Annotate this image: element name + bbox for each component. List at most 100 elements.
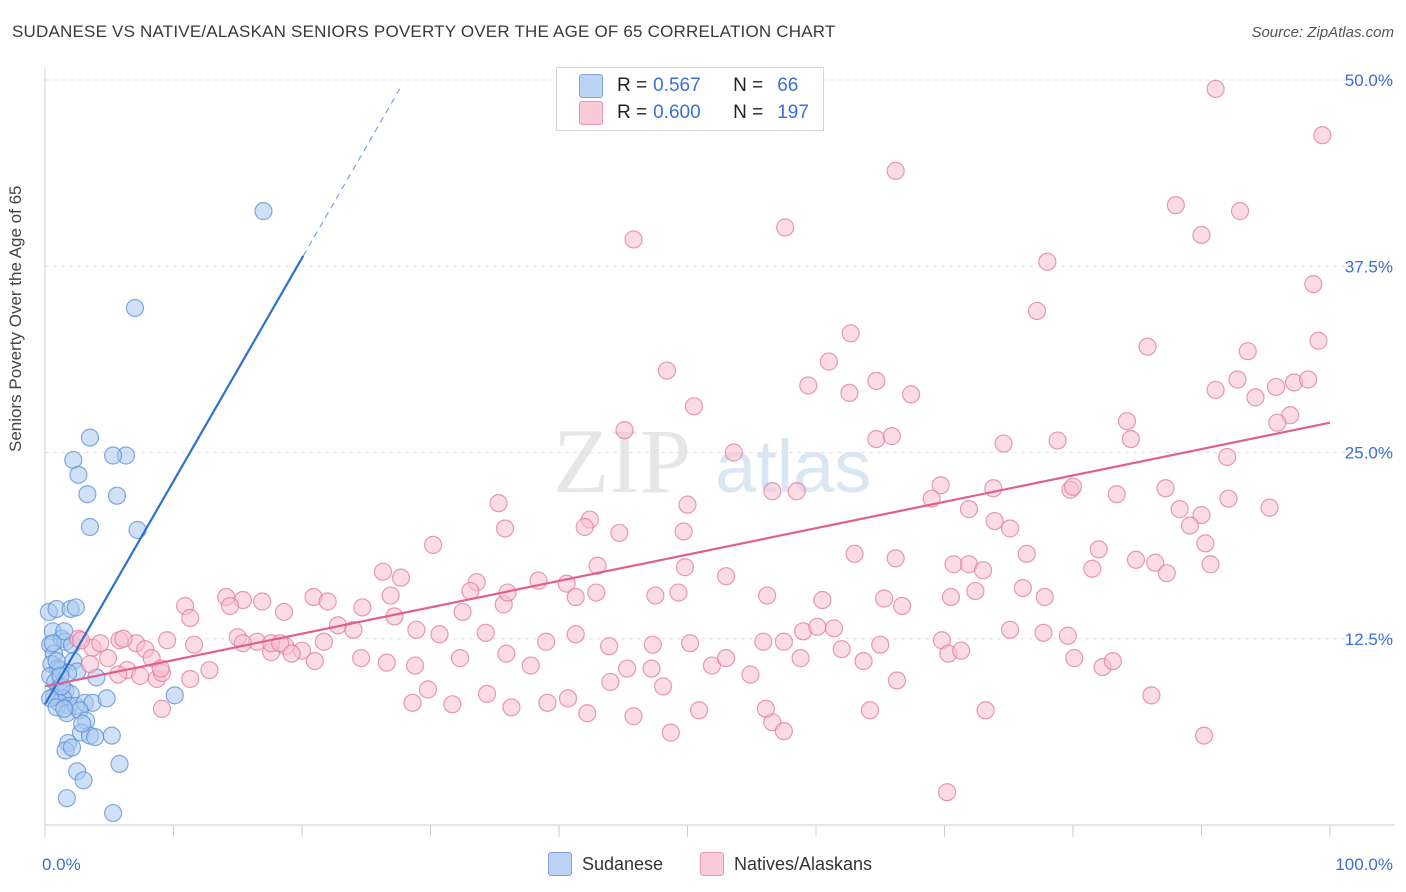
natives-point [521, 656, 540, 675]
natives-point [791, 649, 810, 668]
natives-point [689, 701, 709, 720]
natives-point [423, 535, 443, 554]
natives-point [353, 598, 372, 617]
sudanese-point [66, 598, 85, 617]
natives-point [1304, 275, 1323, 294]
natives-point [787, 482, 806, 501]
natives-point [274, 602, 294, 622]
natives-point [976, 701, 995, 720]
natives-point [886, 161, 905, 180]
natives-point [1196, 534, 1215, 553]
natives-point [1065, 649, 1084, 668]
natives-point [443, 695, 462, 714]
natives-point [575, 517, 594, 537]
natives-point [1146, 553, 1165, 572]
bottom-legend-natives: Natives/Alaskans [700, 852, 872, 876]
natives-point [1313, 126, 1332, 145]
natives-point [754, 632, 773, 651]
natives-point [282, 644, 301, 663]
natives-point [680, 634, 700, 653]
natives-point [1206, 380, 1225, 400]
sudanese-trend-extension [302, 88, 401, 257]
y-tick-label: 12.5% [1345, 630, 1393, 649]
natives-point [1107, 485, 1126, 504]
sudanese-point [74, 771, 93, 790]
chart-title: SUDANESE VS NATIVE/ALASKAN SENIORS POVER… [12, 22, 836, 41]
natives-point [1194, 726, 1214, 745]
natives-point [892, 596, 912, 616]
natives-point [407, 620, 426, 639]
sudanese-point [110, 754, 129, 774]
bottom-legend-swatch-sudanese [548, 852, 572, 876]
sudanese-point [78, 485, 97, 504]
sudanese-point [107, 486, 127, 505]
legend-row-sudanese: R = 0.567 N = 66 [579, 73, 798, 99]
natives-point [702, 656, 722, 675]
natives-point [973, 561, 993, 580]
legend-r-value: 0.567 [653, 75, 701, 96]
legend-r-label: R = [617, 75, 648, 96]
natives-point [1230, 202, 1250, 221]
sudanese-point [55, 699, 74, 718]
legend-n-label: N = [733, 102, 764, 123]
natives-point [799, 376, 818, 395]
natives-point [724, 443, 743, 462]
tick-labels: 12.5% 25.0% 37.5% 50.0% 0.0% 100.0% [42, 71, 1393, 874]
natives-point [661, 723, 680, 742]
bottom-legend-swatch-natives [700, 852, 724, 876]
natives-point [578, 704, 597, 723]
natives-point [642, 659, 661, 678]
sudanese-point [102, 726, 121, 745]
natives-point [344, 620, 363, 639]
legend-swatch-natives [579, 101, 603, 125]
sudanese-trend-line [44, 255, 305, 705]
sudanese-point [104, 803, 123, 823]
sudanese-point [55, 622, 74, 641]
natives-point [1013, 578, 1032, 598]
natives-point [403, 693, 422, 712]
natives-point [114, 629, 133, 648]
natives-point [1157, 564, 1176, 583]
natives-point [675, 558, 695, 577]
natives-point [646, 586, 665, 605]
natives-point [813, 590, 832, 610]
natives-point [882, 427, 901, 446]
natives-point [1138, 337, 1157, 356]
sudanese-point [73, 714, 92, 733]
natives-point [1180, 516, 1200, 535]
natives-point [624, 230, 643, 249]
natives-point [1017, 544, 1036, 563]
sudanese-point [125, 298, 145, 318]
natives-point [405, 656, 425, 675]
natives-point [756, 699, 775, 718]
natives-point [966, 581, 985, 601]
correlation-legend: R = 0.567 N = 66 R = 0.600 N = 197 [556, 67, 824, 131]
natives-point [1206, 79, 1225, 99]
natives-point [377, 653, 396, 672]
natives-point [931, 476, 950, 495]
source-label: Source: ZipAtlas.com [1251, 24, 1394, 41]
natives-point [80, 654, 100, 674]
natives-point [1103, 651, 1122, 671]
natives-point [391, 568, 411, 587]
sudanese-point [165, 686, 184, 705]
natives-point [1260, 498, 1279, 517]
natives-point [832, 640, 851, 659]
natives-point [985, 511, 1004, 531]
natives-point [952, 641, 971, 660]
natives-point [615, 421, 634, 440]
natives-point [497, 644, 516, 663]
natives-point [1170, 500, 1189, 519]
sudanese-point [254, 202, 273, 221]
natives-point [477, 684, 497, 703]
natives-point [1156, 479, 1175, 498]
x-tick-label: 0.0% [42, 855, 81, 874]
natives-point [220, 596, 240, 616]
natives-point [184, 635, 204, 654]
natives-point [610, 523, 629, 543]
natives-point [1201, 555, 1220, 574]
natives-point [669, 583, 688, 602]
sudanese-points [39, 202, 273, 823]
natives-point [1246, 388, 1265, 407]
